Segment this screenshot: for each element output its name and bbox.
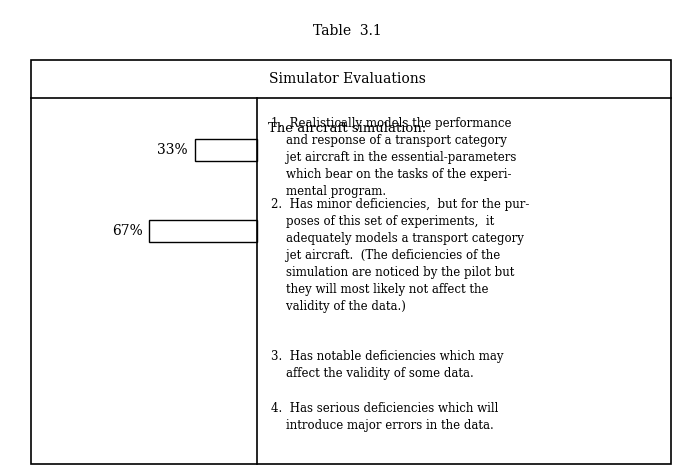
Text: 3.  Has notable deficiencies which may
    affect the validity of some data.: 3. Has notable deficiencies which may af… [271, 350, 504, 380]
Bar [31, 60, 671, 464]
Text: 2.  Has minor deficiencies,  but for the pur-
    poses of this set of experimen: 2. Has minor deficiencies, but for the p… [271, 198, 530, 313]
Text: 33%: 33% [157, 143, 188, 157]
Bar [195, 139, 257, 161]
Text: 1.  Realistically models the performance
    and response of a transport categor: 1. Realistically models the performance … [271, 117, 516, 198]
Text: 4.  Has serious deficiencies which will
    introduce major errors in the data.: 4. Has serious deficiencies which will i… [271, 402, 498, 432]
Text: 67%: 67% [112, 224, 142, 238]
Text: The aircraft simulation:: The aircraft simulation: [268, 122, 427, 135]
Bar [149, 220, 257, 242]
Text: Table  3.1: Table 3.1 [313, 24, 382, 38]
Text: Simulator Evaluations: Simulator Evaluations [269, 71, 426, 86]
